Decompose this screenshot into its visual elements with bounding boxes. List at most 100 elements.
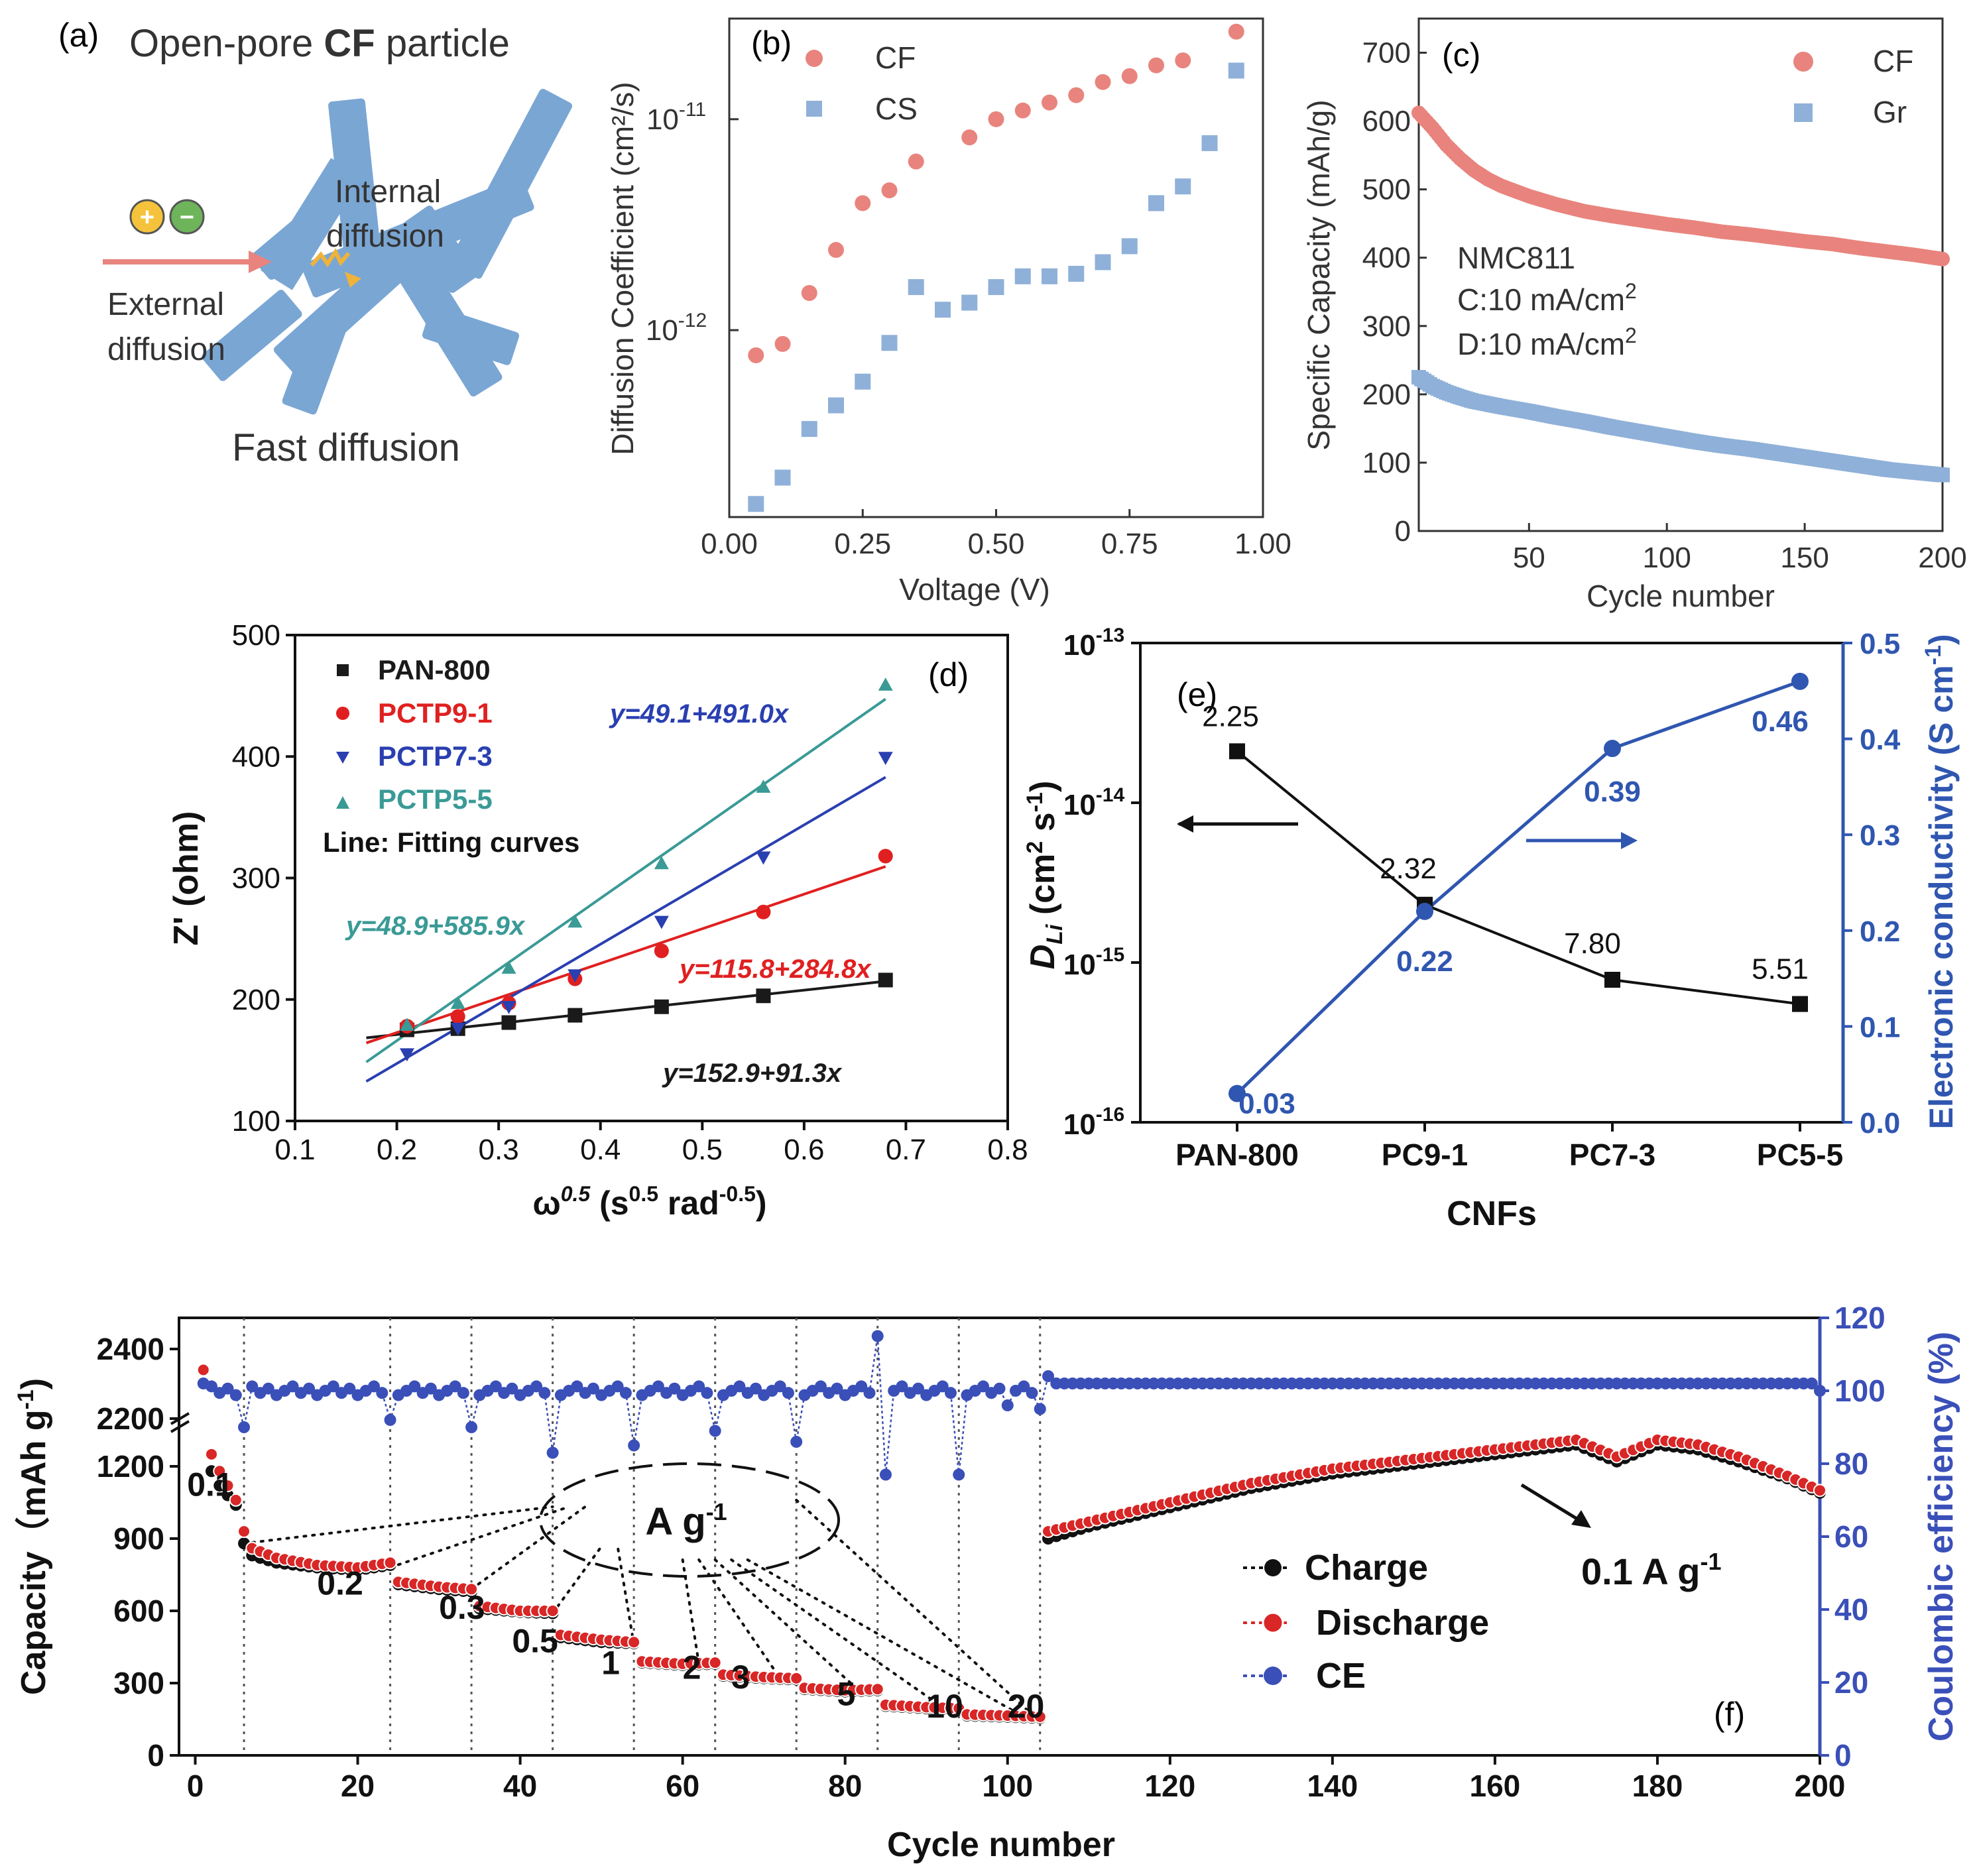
panel-f-xtick-label: 100 xyxy=(982,1769,1033,1803)
ce-point xyxy=(1814,1385,1826,1397)
panel-f-ytick-left-label: 1200 xyxy=(97,1449,164,1484)
panel-f-xtick-label: 120 xyxy=(1144,1769,1195,1803)
rate-label: 5 xyxy=(837,1676,855,1713)
ce-point xyxy=(790,1436,803,1448)
ce-point xyxy=(668,1382,681,1395)
panel-d-point-pan-800 xyxy=(756,988,771,1004)
panel-d-xlabel: ω0.5 (s0.5 rad-0.5) xyxy=(532,1182,766,1222)
panel-c: (c) 50 100 150 200 0 100 200 300 400 500 600 700 Cy… xyxy=(1301,17,1967,613)
conductivity-value-label: 0.03 xyxy=(1238,1088,1295,1120)
panel-f-ytick-right-label: 0 xyxy=(1834,1738,1852,1773)
anion-icon xyxy=(169,199,205,235)
panel-b-xtick-label: 1.00 xyxy=(1234,528,1291,560)
panel-d-label: (d) xyxy=(928,656,969,693)
panel-b-ytick-label: 10-11 xyxy=(646,99,706,136)
conductivity-point xyxy=(1416,902,1433,920)
discharge-point xyxy=(708,1656,722,1670)
ce-point xyxy=(368,1380,381,1393)
ce-point xyxy=(571,1380,583,1393)
axis-break-mark xyxy=(170,1412,190,1425)
rate-label: 2 xyxy=(683,1649,701,1686)
discharge-point xyxy=(383,1556,397,1570)
ce-point xyxy=(587,1382,599,1395)
panel-d-point-pctp7-3 xyxy=(568,969,583,983)
panel-f-guide-lines xyxy=(243,1499,1034,1718)
panel-f-xtick-label: 140 xyxy=(1307,1769,1358,1803)
discharge-point xyxy=(870,1682,884,1696)
ce-point xyxy=(936,1380,949,1393)
legend-d-note: Line: Fitting curves xyxy=(323,827,579,858)
legend-f-marker-charge xyxy=(1264,1559,1282,1576)
panel-f-ytick-left-label: 2400 xyxy=(97,1332,164,1366)
anion-sign: − xyxy=(180,204,194,231)
panel-e-category-label: PAN-800 xyxy=(1175,1138,1299,1172)
dli-line xyxy=(1236,750,1801,1006)
ce-point xyxy=(457,1387,469,1399)
panel-e-ytick-left-label: 10-14 xyxy=(1063,784,1125,821)
panel-d-ytick-label: 500 xyxy=(232,619,280,652)
discharge-point xyxy=(465,1582,479,1596)
panel-f-ytick-left-label: 600 xyxy=(113,1594,164,1628)
panel-e-ytick-right-label: 0.1 xyxy=(1860,1011,1900,1043)
rate-label: 0.1 xyxy=(187,1466,233,1503)
panel-b-point-cs xyxy=(1014,268,1031,284)
dli-value-label: 5.51 xyxy=(1752,953,1809,986)
panel-b-point-cs xyxy=(881,335,898,351)
panel-d-point-pctp9-1 xyxy=(450,1009,465,1024)
panel-c-label: (c) xyxy=(1442,36,1480,74)
discharge-point xyxy=(546,1604,560,1617)
rate-label: 0.5 xyxy=(512,1623,558,1660)
discharge-point xyxy=(221,1479,235,1493)
panel-b-point-cf xyxy=(1042,94,1057,111)
panel-d-point-pctp5-5 xyxy=(450,996,465,1010)
dli-value-label: 2.32 xyxy=(1380,852,1437,885)
panel-c-point-gr xyxy=(1935,467,1950,483)
ce-point xyxy=(611,1380,624,1393)
ce-point xyxy=(863,1387,876,1399)
rate-guide-line xyxy=(551,1545,603,1615)
panel-f-xtick-label: 160 xyxy=(1470,1769,1521,1803)
rate-guide-line xyxy=(730,1558,944,1709)
ce-point xyxy=(749,1382,762,1395)
ce-point xyxy=(206,1380,218,1393)
right-axis-arrowhead-icon xyxy=(1621,832,1638,849)
panel-d-point-pctp5-5 xyxy=(878,677,893,691)
left-axis-arrowhead-icon xyxy=(1177,815,1193,833)
panel-d-point-pctp7-3 xyxy=(756,851,771,865)
panel-d-point-pctp9-1 xyxy=(878,849,893,864)
panel-c-point-cf xyxy=(1935,251,1950,266)
internal-label-1: Internal xyxy=(335,174,441,209)
discharge-point xyxy=(790,1671,804,1685)
panel-d-point-pctp5-5 xyxy=(756,780,771,793)
ce-point xyxy=(944,1387,957,1399)
panel-a: (a) Open-pore CF particle + − Internal d… xyxy=(58,17,573,469)
panel-a-caption: Fast diffusion xyxy=(232,426,460,469)
panel-b-frame xyxy=(728,17,1264,518)
panel-f-ylabel-right: Coulombic efficiency (%) xyxy=(1922,1332,1960,1741)
panel-d-ylabel: Z' (ohm) xyxy=(167,811,206,946)
rate-guide-line xyxy=(746,1558,1026,1718)
ce-point xyxy=(408,1380,421,1393)
panel-d-ytick-label: 400 xyxy=(232,740,280,773)
panel-d-ytick-label: 200 xyxy=(232,984,280,1016)
panel-e-ytick-left-label: 10-16 xyxy=(1063,1104,1124,1141)
panel-e-category-label: PC9-1 xyxy=(1382,1138,1468,1172)
panel-f-points xyxy=(196,1330,1827,1724)
ce-point xyxy=(1042,1370,1055,1382)
panel-e-ylabel-right: Electronic conductivity (S cm-1) xyxy=(1921,634,1960,1129)
panel-c-points xyxy=(1411,105,1950,483)
conductivity-point xyxy=(1791,672,1809,690)
panel-f-ylabel: Capacity（mAh g-1) xyxy=(13,1378,53,1695)
panel-d-xtick-label: 0.4 xyxy=(580,1134,621,1166)
panel-d-point-pctp5-5 xyxy=(399,1018,414,1031)
internal-label-2: diffusion xyxy=(326,219,444,254)
panel-b-point-cs xyxy=(1228,62,1244,79)
external-arrow-head-icon xyxy=(249,251,272,273)
ce-point xyxy=(1026,1387,1038,1399)
conductivity-point xyxy=(1604,740,1621,758)
rate-group-ellipse xyxy=(539,1462,840,1578)
rate-label: 0.3 xyxy=(439,1589,485,1626)
rate-label: 3 xyxy=(731,1659,750,1696)
legend-c-marker-cf xyxy=(1793,52,1813,72)
dli-value-label: 7.80 xyxy=(1564,927,1621,960)
